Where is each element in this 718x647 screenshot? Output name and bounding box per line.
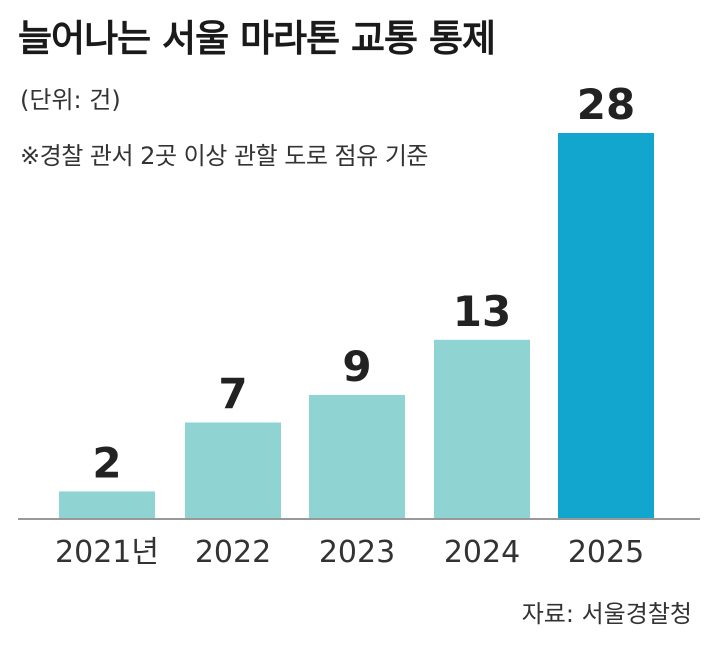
value-label: 28: [577, 80, 635, 129]
x-tick-label: 2023: [319, 535, 395, 570]
bar-2025: [558, 133, 654, 519]
value-label: 2: [92, 438, 121, 487]
bar-2021: [59, 491, 155, 519]
bars-group: [59, 133, 654, 519]
value-label: 9: [342, 342, 371, 391]
value-label: 7: [218, 370, 247, 419]
source-note: 자료: 서울경찰청: [521, 600, 692, 628]
x-tick-label: 2025: [568, 535, 644, 570]
chart-note: ※경찰 관서 2곳 이상 관할 도로 점유 기준: [20, 142, 428, 170]
bar-2022: [185, 422, 281, 519]
chart-title: 늘어나는 서울 마라톤 교통 통제: [18, 17, 496, 60]
x-tick-labels-group: 2021년 2022 2023 2024 2025: [55, 535, 644, 570]
bar-2023: [309, 394, 405, 519]
value-labels-group: 2 7 9 13 28: [92, 80, 635, 487]
value-label: 13: [453, 287, 511, 336]
unit-label: (단위: 건): [20, 86, 121, 114]
x-tick-label: 2021년: [55, 535, 159, 570]
x-tick-label: 2024: [444, 535, 520, 570]
x-tick-label: 2022: [195, 535, 271, 570]
bar-2024: [434, 339, 530, 519]
